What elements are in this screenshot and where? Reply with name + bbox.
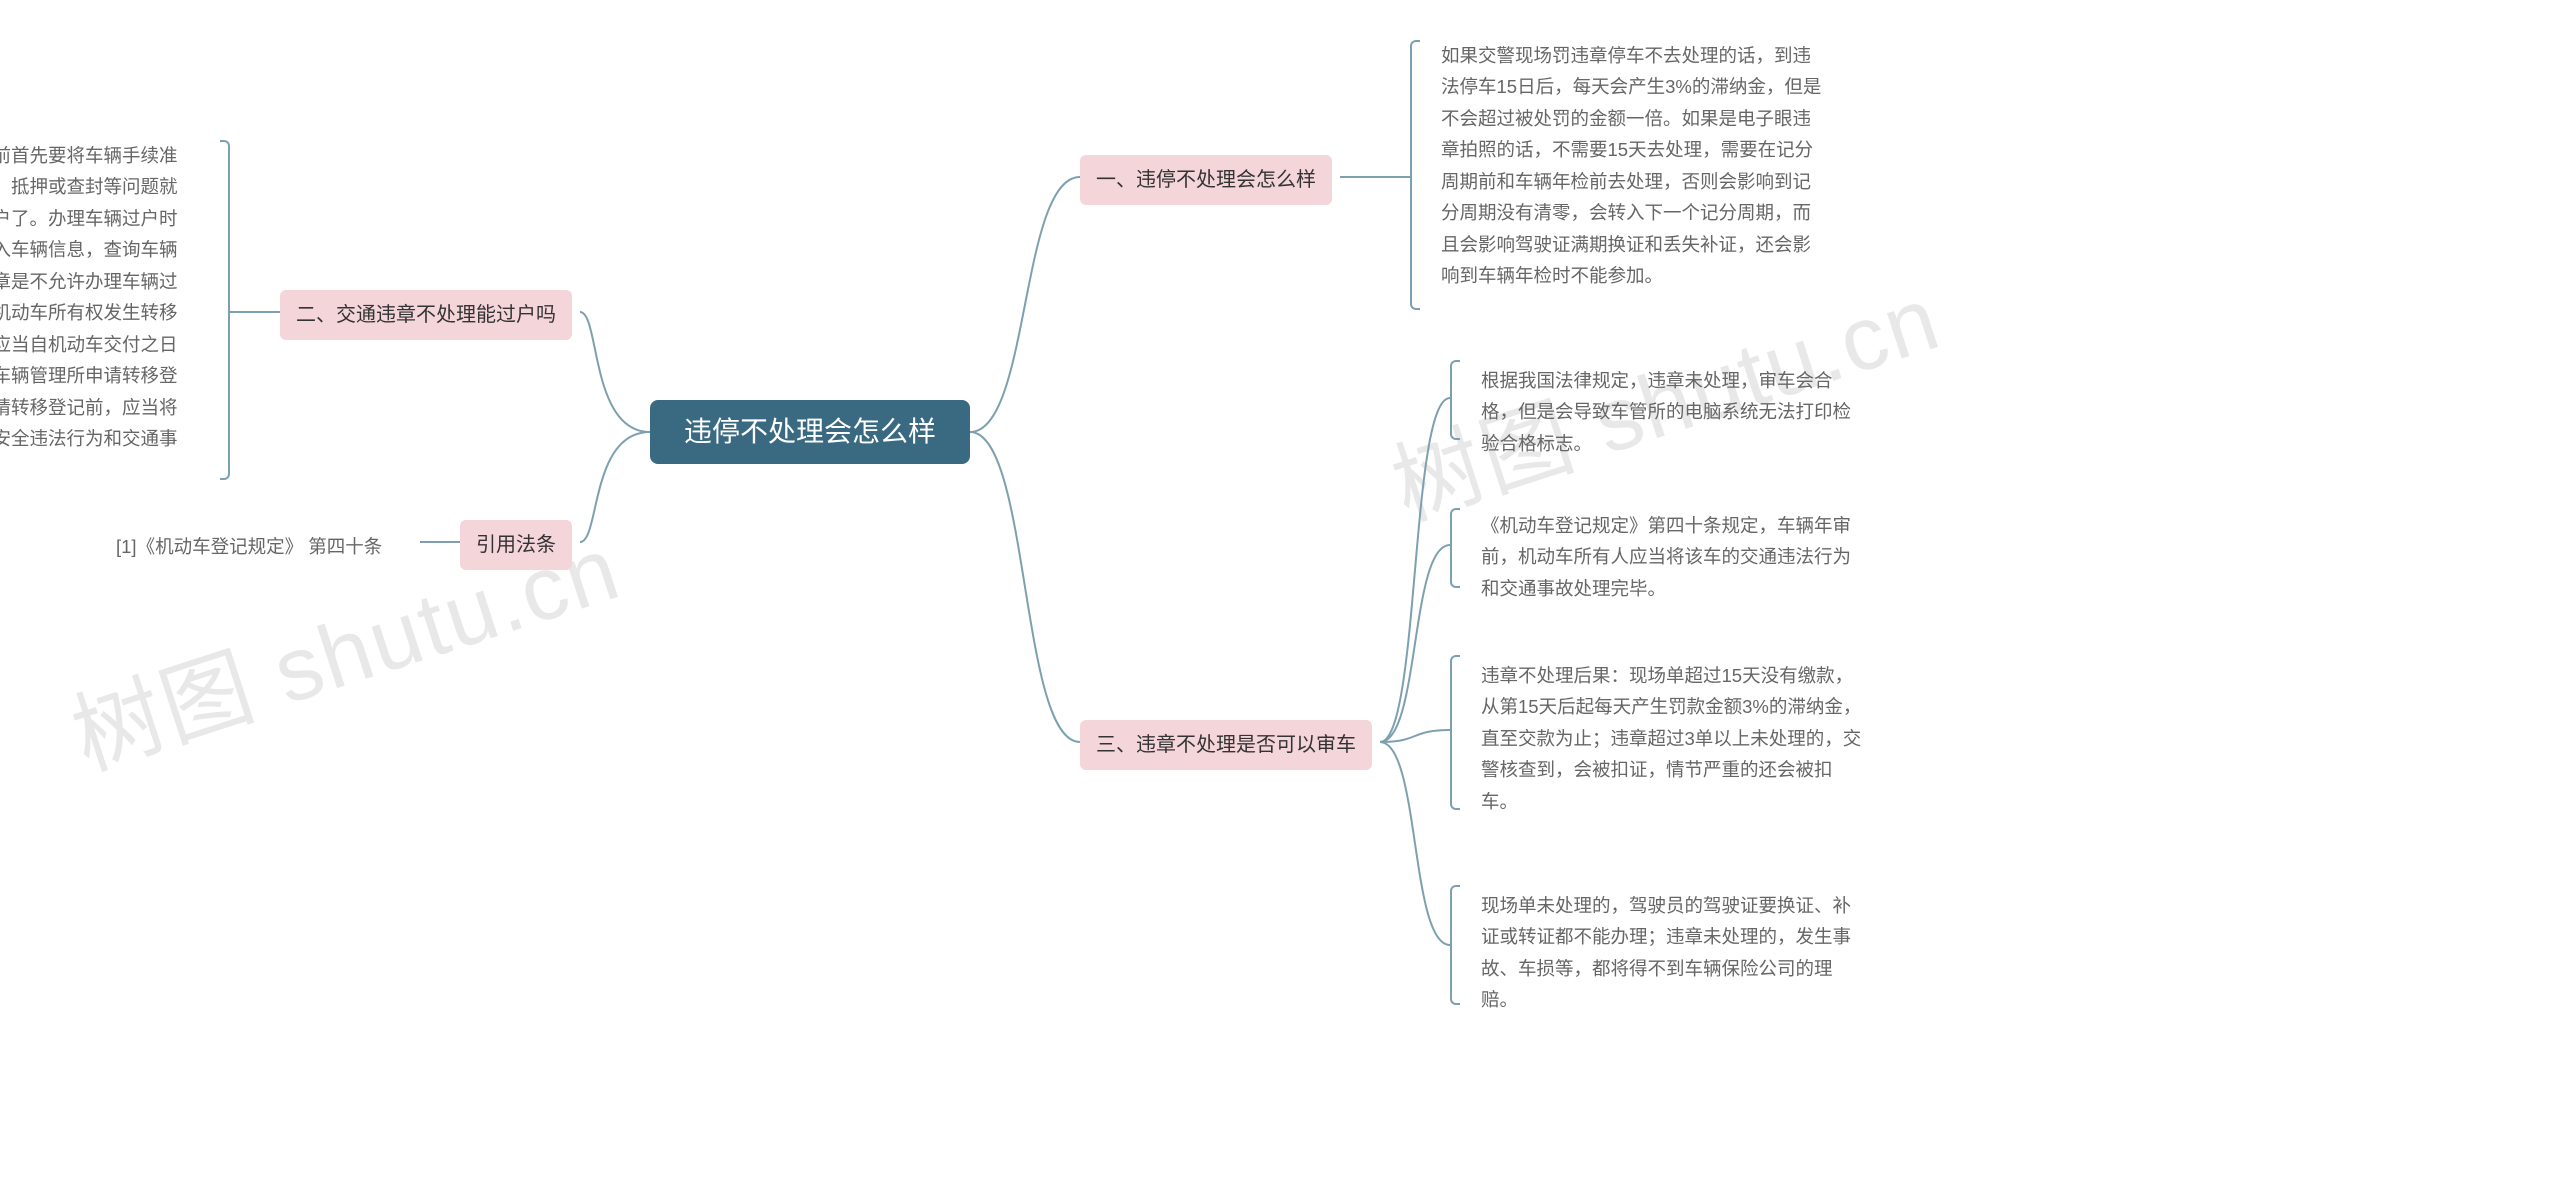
mindmap-root: 违停不处理会怎么样 (650, 400, 970, 464)
leaf-text: 现场单未处理的，驾驶员的驾驶证要换证、补证或转证都不能办理；违章未处理的，发生事… (1465, 880, 1885, 1026)
branch-section-3: 三、违章不处理是否可以审车 (1080, 720, 1372, 770)
branch-section-2: 二、交通违章不处理能过户吗 (280, 290, 572, 340)
leaf-bracket (1450, 360, 1460, 440)
leaf-text: 《机动车登记规定》第四十条规定，车辆年审前，机动车所有人应当将该车的交通违法行为… (1465, 500, 1885, 614)
leaf-text: 违章不处理后果：现场单超过15天没有缴款，从第15天后起每天产生罚款金额3%的滞… (1465, 650, 1885, 827)
leaf-text: [1]《机动车登记规定》 第四十条 (100, 521, 420, 572)
branch-section-1: 一、违停不处理会怎么样 (1080, 155, 1332, 205)
leaf-bracket (1450, 508, 1460, 588)
leaf-bracket (1450, 885, 1460, 1005)
leaf-bracket (220, 140, 230, 480)
leaf-text: 不能过户，车辆过户前首先要将车辆手续准备齐全，车辆无违章，抵押或查封等问题就可以… (0, 130, 210, 496)
leaf-text: 根据我国法律规定，违章未处理，审车会合格，但是会导致车管所的电脑系统无法打印检验… (1465, 355, 1885, 469)
leaf-text: 如果交警现场罚违章停车不去处理的话，到违法停车15日后，每天会产生3%的滞纳金，… (1425, 30, 1845, 302)
branch-citation: 引用法条 (460, 520, 572, 570)
leaf-bracket (1450, 655, 1460, 810)
leaf-bracket (1410, 40, 1420, 310)
